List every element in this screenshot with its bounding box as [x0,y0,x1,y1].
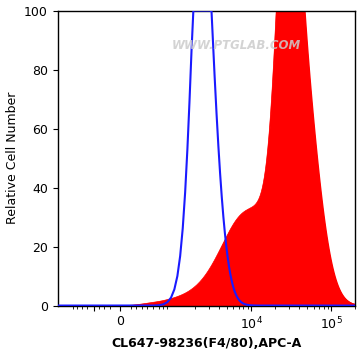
X-axis label: CL647-98236(F4/80),APC-A: CL647-98236(F4/80),APC-A [112,337,302,350]
Y-axis label: Relative Cell Number: Relative Cell Number [5,92,18,224]
Text: WWW.PTGLAB.COM: WWW.PTGLAB.COM [172,40,301,52]
